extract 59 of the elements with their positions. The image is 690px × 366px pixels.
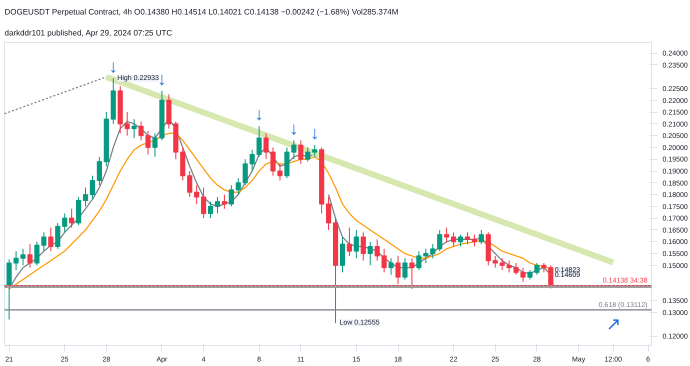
candlestick [402, 258, 408, 280]
annotation: ↓ [254, 104, 264, 124]
candlestick [76, 196, 82, 226]
candlestick [478, 229, 484, 245]
candlestick [472, 234, 477, 247]
candlestick [34, 241, 40, 266]
candlestick [41, 232, 46, 252]
candlestick [27, 244, 33, 268]
candlestick [20, 248, 26, 266]
candlestick [208, 201, 214, 219]
candlestick [409, 258, 414, 290]
candlestick [256, 126, 262, 158]
candlestick [200, 187, 206, 219]
candlestick [388, 258, 394, 276]
annotation: ↓ [289, 118, 298, 138]
candlestick [326, 196, 332, 230]
candlestick [48, 227, 54, 252]
candlestick [444, 227, 450, 242]
candlestick [340, 236, 346, 273]
annotation: ↓ [108, 56, 118, 76]
candlestick [450, 232, 456, 247]
candlestick [284, 146, 290, 179]
annotation: ↗ [606, 314, 621, 334]
annotation: ↓ [310, 123, 320, 144]
candlestick [298, 140, 304, 164]
chart-title: darkddr101 published, Apr 29, 2024 07:25 UTC [4, 28, 172, 38]
candlestick [368, 241, 373, 266]
candlestick [152, 132, 158, 158]
candlestick [69, 208, 74, 228]
candlestick [222, 194, 227, 210]
chart-subtitle: DOGEUSDT Perpetual Contract, 4h O0.14380 H0.14514 L0.14021 C0.14138 −0.00242 (−1.68%) Vol285.374M [4, 8, 399, 16]
annotation: ↓ [157, 68, 166, 89]
candlestick [464, 232, 470, 245]
candlestick [354, 229, 359, 259]
candlestick [263, 132, 269, 160]
candlestick [132, 118, 137, 138]
candlestick [514, 262, 519, 276]
candlestick [166, 94, 172, 130]
candlestick [55, 222, 60, 250]
candlestick [492, 255, 498, 268]
candlestick [214, 196, 220, 214]
candlestick [250, 149, 255, 172]
candlestick [520, 267, 526, 282]
candlestick [62, 212, 68, 233]
candlestick [360, 232, 366, 262]
candlestick [346, 227, 352, 256]
candlestick [138, 120, 144, 141]
candlestick [194, 184, 200, 205]
candlestick [534, 262, 540, 276]
candlestick [270, 146, 276, 176]
candlestick [291, 140, 296, 160]
candlestick [13, 250, 19, 271]
candlestick [96, 156, 102, 186]
candlestick [90, 175, 96, 200]
candlestick [458, 234, 464, 247]
candlestick [145, 130, 151, 156]
candlestick [277, 163, 283, 181]
candlestick [82, 187, 88, 207]
candlestick [527, 270, 533, 280]
